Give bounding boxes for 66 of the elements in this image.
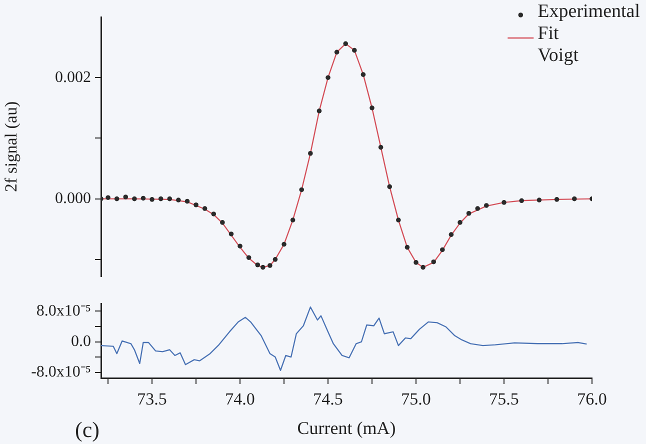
point [404,244,410,250]
point [176,198,181,202]
x-tick-label: 74.5 [313,390,343,409]
point [184,198,190,204]
legend-label: Experimental [538,0,640,22]
point [360,72,366,77]
x-tick-label: 75.5 [489,390,519,409]
point [554,197,560,202]
point [106,195,110,200]
point [519,198,524,204]
y-tick-label: -8.0x10⁻⁵ [31,363,91,380]
point [387,184,392,190]
y-tick-label: 0.000 [55,190,91,208]
point [150,197,154,202]
point [255,262,260,268]
point [290,218,296,222]
point [440,247,445,252]
point [420,264,426,270]
point [484,203,489,208]
y-tick-label: 0.002 [55,68,91,86]
point [211,212,216,216]
y-tick-label: 8.0x10⁻⁵ [36,302,91,320]
point [308,150,313,156]
point [220,220,225,225]
point [352,48,357,53]
point [414,260,418,265]
text: (c) [75,416,100,442]
point [448,232,454,237]
point [396,218,401,222]
x-tick-label: 75.0 [401,390,431,409]
y-axis-title: 2f signal (au) [2,101,21,192]
point [466,210,472,216]
point [123,194,128,200]
point [431,259,436,264]
x-tick-label: 73.5 [137,390,167,409]
point [326,75,330,80]
point [334,50,340,55]
x-tick-label: 76.0 [577,390,607,409]
point [260,264,266,270]
legend-label: Fit Voigt [538,22,580,66]
point [378,144,384,150]
point [536,198,542,202]
point [502,200,506,205]
point [370,106,374,110]
point [140,196,146,201]
point [158,196,164,202]
point [299,187,304,192]
point [202,206,208,211]
point [132,196,137,202]
point [228,232,234,236]
point [343,41,348,46]
point [194,202,198,208]
x-axis-title: Current (mA) [297,418,396,438]
point [114,196,120,202]
point [246,255,252,260]
point [272,257,278,262]
point [572,196,577,202]
point [475,206,480,211]
point [458,220,462,225]
y-tick-label: 0.0 [71,332,91,350]
point [167,196,172,202]
point [282,242,286,247]
x-tick-label: 74.0 [225,390,255,409]
point [238,244,242,248]
point [268,263,272,268]
point [316,108,322,114]
